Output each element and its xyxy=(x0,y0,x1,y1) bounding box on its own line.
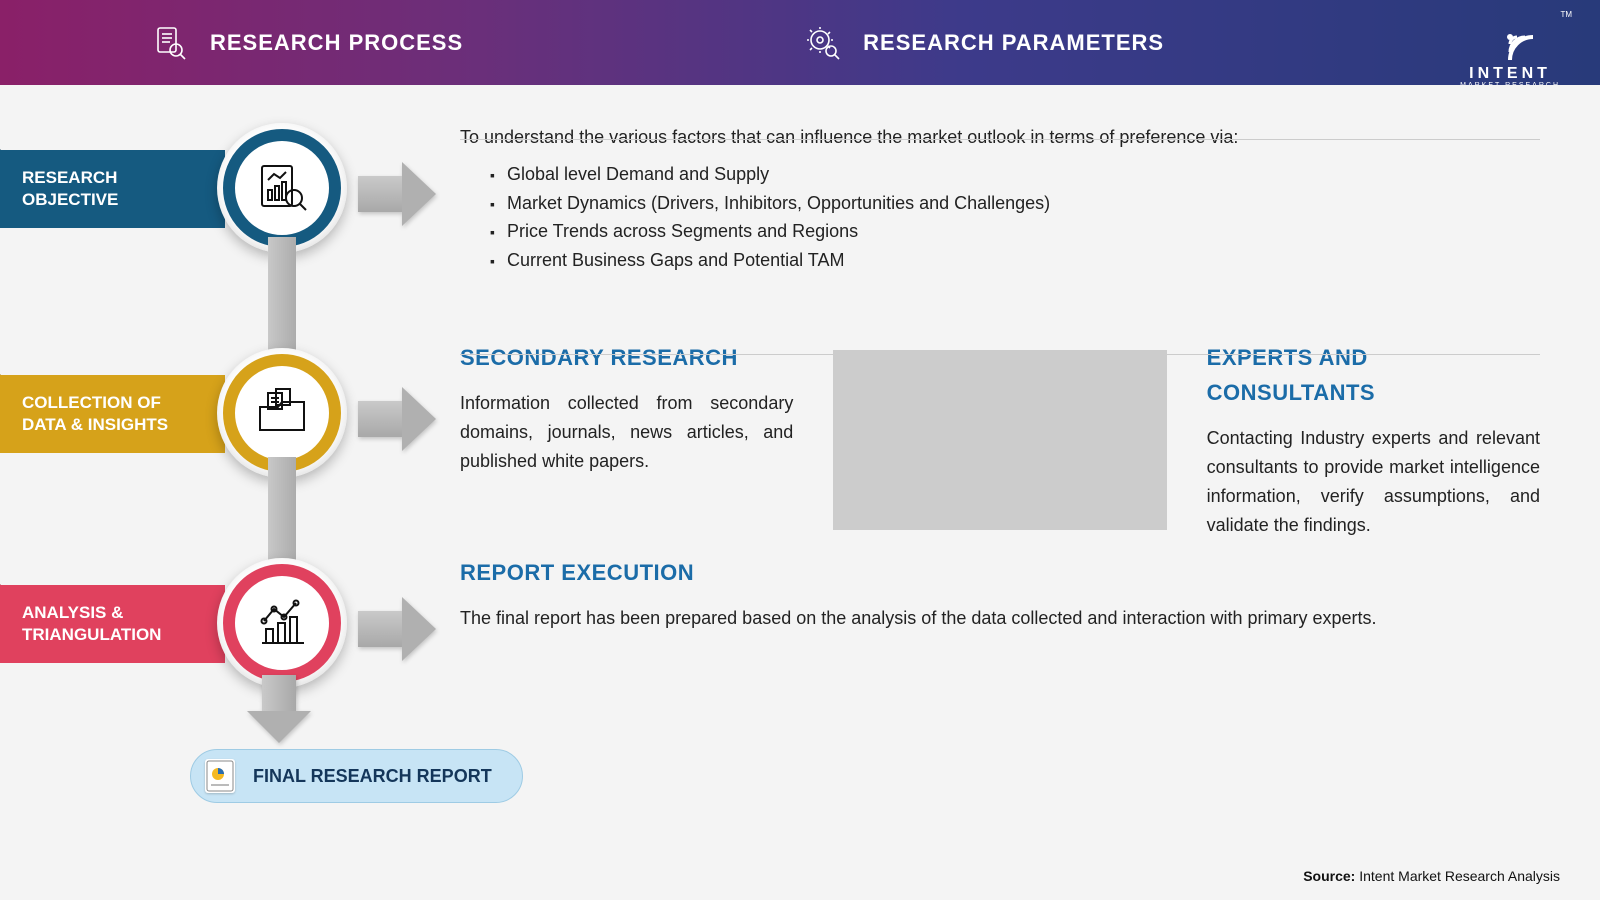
bullet-item: Market Dynamics (Drivers, Inhibitors, Op… xyxy=(490,189,1540,218)
vertical-connector xyxy=(268,457,296,562)
bullet-list: Global level Demand and Supply Market Dy… xyxy=(460,160,1540,275)
brand-logo: INTENT MARKET RESEARCH TM xyxy=(1460,10,1560,89)
vertical-connector xyxy=(268,237,296,357)
intro-text: To understand the various factors that c… xyxy=(460,123,1540,152)
arrow-right-icon xyxy=(358,162,436,226)
step-tag: COLLECTION OF DATA & INSIGHTS xyxy=(0,375,225,453)
source-label: Source: xyxy=(1303,868,1355,884)
source-text: Intent Market Research Analysis xyxy=(1359,868,1560,884)
step-node xyxy=(217,558,347,688)
document-magnify-icon xyxy=(150,23,190,63)
bullet-item: Price Trends across Segments and Regions xyxy=(490,217,1540,246)
step-tag: RESEARCH OBJECTIVE xyxy=(0,150,225,228)
header-right: RESEARCH PARAMETERS xyxy=(803,23,1164,63)
arrow-down-icon xyxy=(247,675,311,743)
node-ring xyxy=(223,354,341,472)
col-right: EXPERTS AND CONSULTANTS Contacting Indus… xyxy=(1207,340,1540,540)
subheading: EXPERTS AND CONSULTANTS xyxy=(1207,340,1540,410)
node-ring xyxy=(223,564,341,682)
divider xyxy=(460,354,1540,355)
source-attribution: Source: Intent Market Research Analysis xyxy=(1303,868,1560,884)
bar-trend-icon xyxy=(254,595,310,651)
arrow-right-icon xyxy=(358,387,436,451)
step-label: COLLECTION OF DATA & INSIGHTS xyxy=(0,375,225,453)
subheading: SECONDARY RESEARCH xyxy=(460,340,793,375)
body-area: RESEARCH OBJECTIVE To understand the var… xyxy=(0,85,1600,900)
header-left-label: RESEARCH PROCESS xyxy=(210,30,463,56)
col-text: Information collected from secondary dom… xyxy=(460,389,793,475)
divider xyxy=(460,139,1540,140)
logo-tm: TM xyxy=(1560,10,1572,19)
header-bar: RESEARCH PROCESS RESEARCH PARAMETERS INT… xyxy=(0,0,1600,85)
arrow-right-icon xyxy=(358,597,436,661)
step-tag: ANALYSIS & TRIANGULATION xyxy=(0,585,225,663)
step-content: SECONDARY RESEARCH Information collected… xyxy=(460,340,1540,540)
header-left: RESEARCH PROCESS xyxy=(150,23,463,63)
final-report-pill: FINAL RESEARCH REPORT xyxy=(190,749,523,803)
step-content: To understand the various factors that c… xyxy=(460,123,1540,275)
subheading: REPORT EXECUTION xyxy=(460,555,1540,590)
header-right-label: RESEARCH PARAMETERS xyxy=(863,30,1164,56)
folder-files-icon xyxy=(254,385,310,441)
doc-piechart-icon xyxy=(205,759,235,793)
gear-magnify-icon xyxy=(803,23,843,63)
bullet-item: Current Business Gaps and Potential TAM xyxy=(490,246,1540,275)
logo-name: INTENT xyxy=(1460,66,1560,82)
col-left: SECONDARY RESEARCH Information collected… xyxy=(460,340,793,540)
col-text: The final report has been prepared based… xyxy=(460,604,1540,633)
report-search-icon xyxy=(254,160,310,216)
col-text: Contacting Industry experts and relevant… xyxy=(1207,424,1540,539)
node-ring xyxy=(223,129,341,247)
bullet-item: Global level Demand and Supply xyxy=(490,160,1540,189)
logo-arc-icon xyxy=(1483,10,1537,64)
step-label: ANALYSIS & TRIANGULATION xyxy=(0,585,225,663)
step-content: REPORT EXECUTION The final report has be… xyxy=(460,555,1540,633)
step-node xyxy=(217,123,347,253)
step-label: RESEARCH OBJECTIVE xyxy=(0,150,225,228)
column-divider xyxy=(833,350,1166,530)
final-label: FINAL RESEARCH REPORT xyxy=(253,766,492,787)
